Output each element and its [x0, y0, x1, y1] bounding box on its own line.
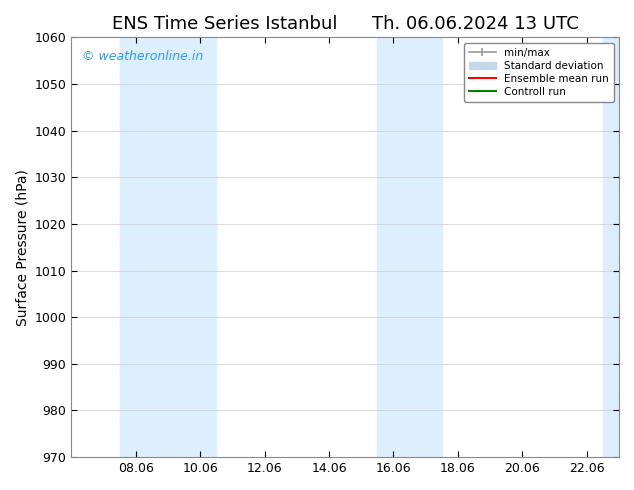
Y-axis label: Surface Pressure (hPa): Surface Pressure (hPa)	[15, 169, 29, 326]
Bar	[603, 37, 619, 457]
Bar	[377, 37, 442, 457]
Title: ENS Time Series Istanbul      Th. 06.06.2024 13 UTC: ENS Time Series Istanbul Th. 06.06.2024 …	[112, 15, 578, 33]
Bar	[120, 37, 216, 457]
Legend: min/max, Standard deviation, Ensemble mean run, Controll run: min/max, Standard deviation, Ensemble me…	[464, 43, 614, 102]
Text: © weatheronline.in: © weatheronline.in	[82, 50, 204, 63]
